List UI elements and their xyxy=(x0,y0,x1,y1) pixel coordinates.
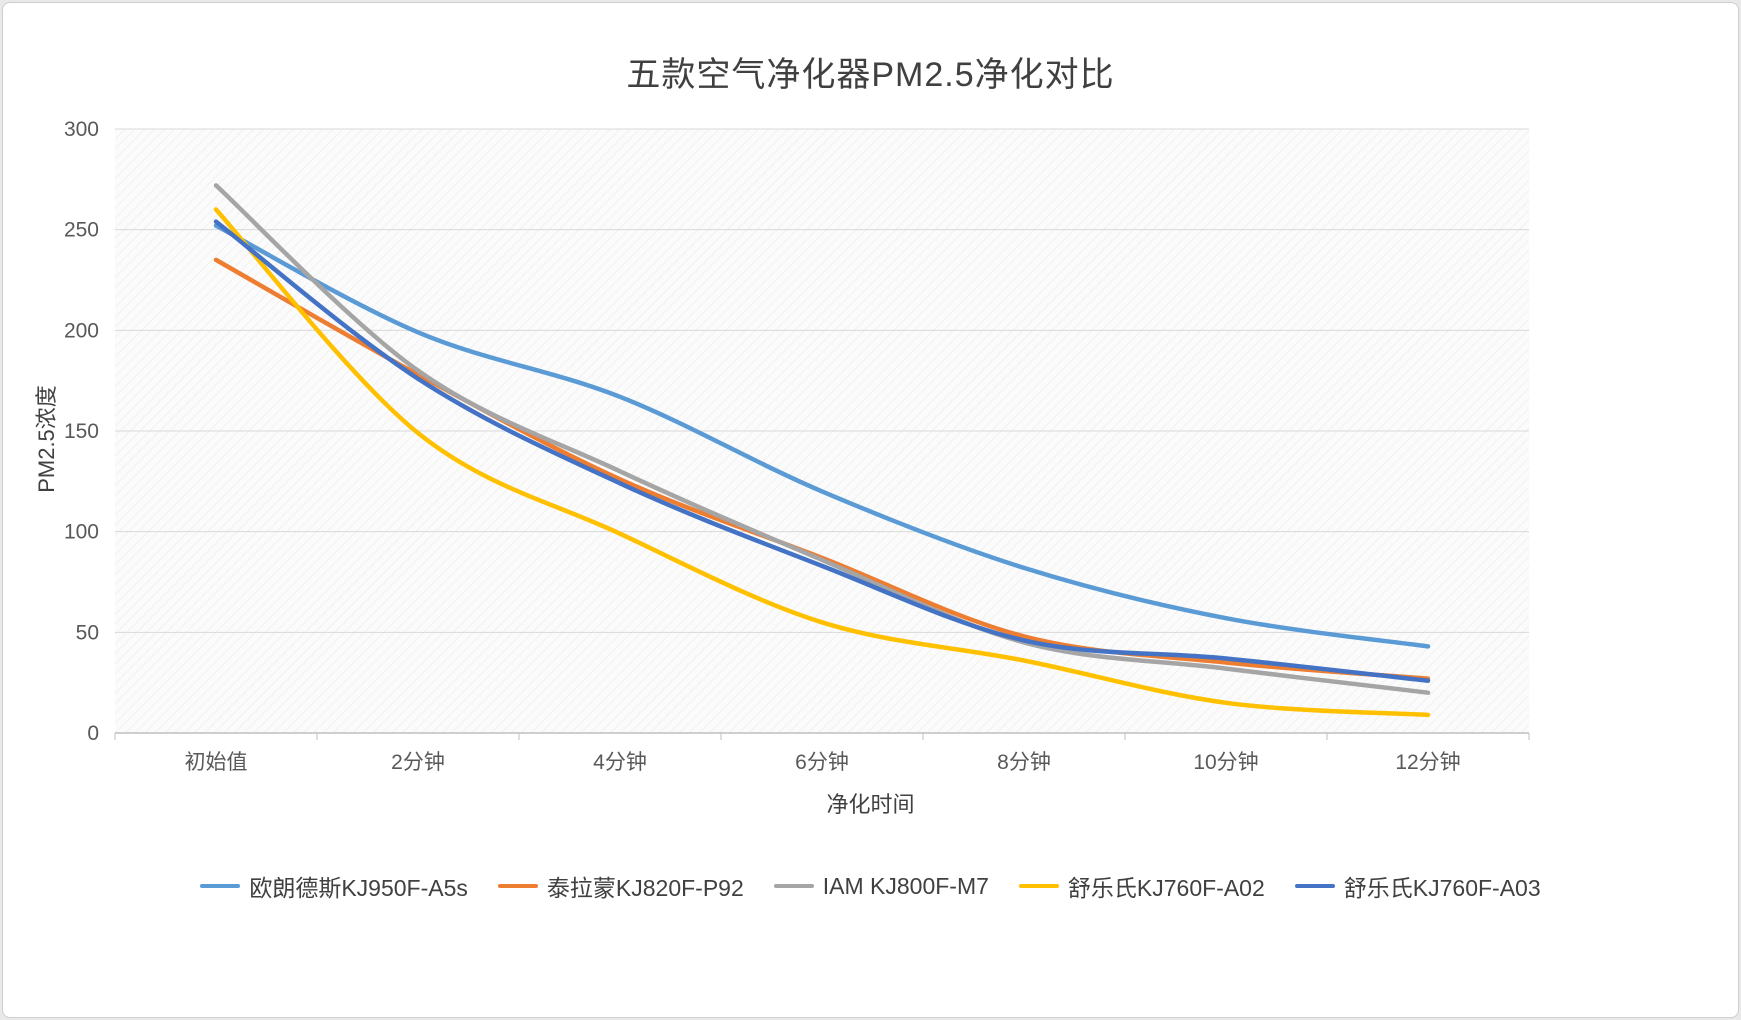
series-line-舒乐氏KJ760F-A03 xyxy=(213,219,1431,683)
x-axis-tick-label: 6分钟 xyxy=(795,751,849,774)
legend-label: 舒乐氏KJ760F-A03 xyxy=(1343,875,1541,901)
chart-title: 五款空气净化器PM2.5净化对比 xyxy=(626,56,1115,94)
y-axis-tick-label: 300 xyxy=(64,118,99,141)
x-axis-title: 净化时间 xyxy=(826,792,915,817)
legend-label: IAM KJ800F-M7 xyxy=(822,872,989,899)
line-chart-plot-area: 0 50 100 150 200 250 300 初始值 2分钟 4分钟 6分钟 8分钟 10分钟 12分… xyxy=(64,118,1530,774)
legend-item[interactable]: 欧朗德斯KJ950F-A5s xyxy=(200,869,468,903)
y-axis-tick-label: 150 xyxy=(64,420,99,443)
legend-label: 舒乐氏KJ760F-A02 xyxy=(1067,875,1265,901)
legend-label: 泰拉蒙KJ820F-P92 xyxy=(546,875,744,901)
legend-swatch-line-icon xyxy=(200,884,241,888)
legend-swatch-line-icon xyxy=(1018,884,1059,888)
y-axis-tick-label: 250 xyxy=(64,219,99,242)
chart-legend: 欧朗德斯KJ950F-A5s 泰拉蒙KJ820F-P92 IAM KJ800F-M7… xyxy=(3,869,1738,903)
x-axis-tick-label: 4分钟 xyxy=(593,751,647,774)
legend-item[interactable]: 舒乐氏KJ760F-A02 xyxy=(1018,869,1265,903)
legend-item[interactable]: 泰拉蒙KJ820F-P92 xyxy=(497,869,744,903)
x-axis-tick-label: 2分钟 xyxy=(391,751,445,774)
x-axis-tick-label: 12分钟 xyxy=(1395,751,1460,774)
y-axis-tick-label: 100 xyxy=(64,521,99,544)
x-axis-tick-label: 初始值 xyxy=(185,751,248,774)
y-axis-tick-label: 50 xyxy=(76,621,99,644)
legend-item[interactable]: 舒乐氏KJ760F-A03 xyxy=(1294,869,1541,903)
legend-swatch-line-icon xyxy=(1294,884,1335,888)
x-axis-tick-label: 10分钟 xyxy=(1193,751,1258,774)
y-axis-tick-label: 200 xyxy=(64,319,99,342)
legend-swatch-line-icon xyxy=(773,884,814,888)
x-axis-tick-label: 8分钟 xyxy=(997,751,1051,774)
series-line-欧朗德斯KJ950F-A5s xyxy=(213,223,1431,649)
legend-label: 欧朗德斯KJ950F-A5s xyxy=(249,875,468,901)
series-line-IAM KJ800F-M7 xyxy=(213,183,1431,695)
legend-item[interactable]: IAM KJ800F-M7 xyxy=(773,872,989,900)
series-line-舒乐氏KJ760F-A02 xyxy=(213,207,1431,718)
legend-swatch-line-icon xyxy=(497,884,538,888)
y-axis-tick-label: 0 xyxy=(87,722,99,745)
